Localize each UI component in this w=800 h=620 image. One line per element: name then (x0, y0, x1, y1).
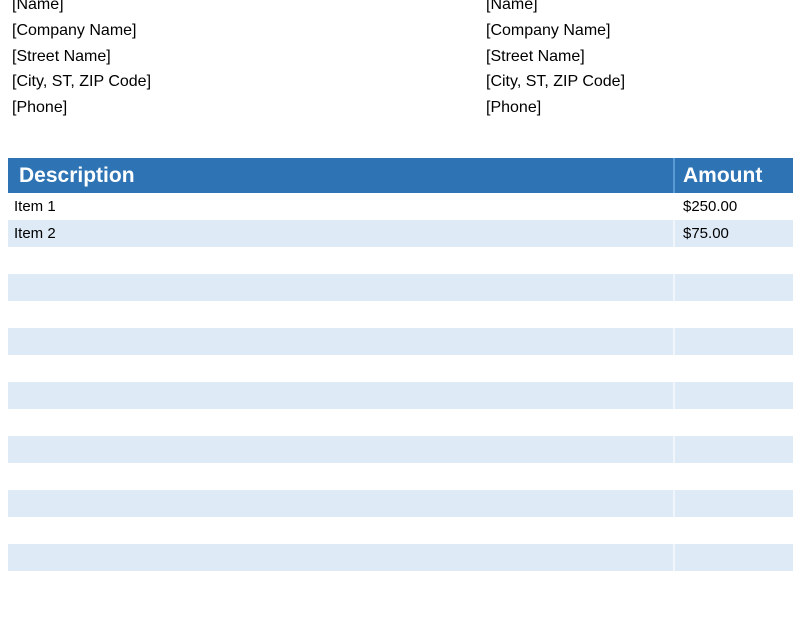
cell-amount (673, 355, 793, 382)
cell-amount (673, 490, 793, 517)
cell-amount (673, 247, 793, 274)
table-header-row: Description Amount (8, 158, 793, 193)
table-body: Item 1 $250.00 Item 2 $75.00 (8, 193, 793, 571)
cell-description: Item 1 (14, 198, 56, 215)
cell-amount (673, 463, 793, 490)
table-row (8, 247, 793, 274)
cell-amount (673, 544, 793, 571)
address-line-company: [Company Name] (12, 21, 137, 39)
cell-amount (673, 328, 793, 355)
invoice-items-table: Description Amount Item 1 $250.00 Item 2… (8, 158, 793, 571)
cell-amount: $75.00 (673, 220, 793, 247)
table-row (8, 301, 793, 328)
column-header-description: Description (19, 163, 135, 187)
table-row (8, 355, 793, 382)
cell-amount (673, 274, 793, 301)
table-row (8, 517, 793, 544)
cell-amount (673, 409, 793, 436)
address-line-street: [Street Name] (12, 47, 111, 65)
cell-amount (673, 301, 793, 328)
address-line-street: [Street Name] (486, 47, 585, 65)
cell-amount (673, 517, 793, 544)
address-line-company: [Company Name] (486, 21, 611, 39)
table-row (8, 544, 793, 571)
address-line-phone: [Phone] (486, 99, 542, 117)
table-row (8, 463, 793, 490)
table-row (8, 436, 793, 463)
address-line-name: [Name] (12, 0, 64, 13)
table-row (8, 382, 793, 409)
address-block-left: [Name] [Company Name] [Street Name] [Cit… (12, 0, 151, 121)
table-row (8, 274, 793, 301)
address-line-city: [City, ST, ZIP Code] (486, 73, 626, 91)
cell-amount (673, 382, 793, 409)
cell-description: Item 2 (14, 225, 56, 242)
table-row (8, 409, 793, 436)
table-row (8, 328, 793, 355)
table-row: Item 2 $75.00 (8, 220, 793, 247)
address-line-name: [Name] (486, 0, 538, 13)
address-line-phone: [Phone] (12, 99, 68, 117)
table-row: Item 1 $250.00 (8, 193, 793, 220)
address-line-city: [City, ST, ZIP Code] (12, 73, 152, 91)
column-header-amount: Amount (673, 158, 793, 193)
table-row (8, 490, 793, 517)
cell-amount (673, 436, 793, 463)
address-block-right: [Name] [Company Name] [Street Name] [Cit… (486, 0, 625, 121)
cell-amount: $250.00 (673, 193, 793, 220)
